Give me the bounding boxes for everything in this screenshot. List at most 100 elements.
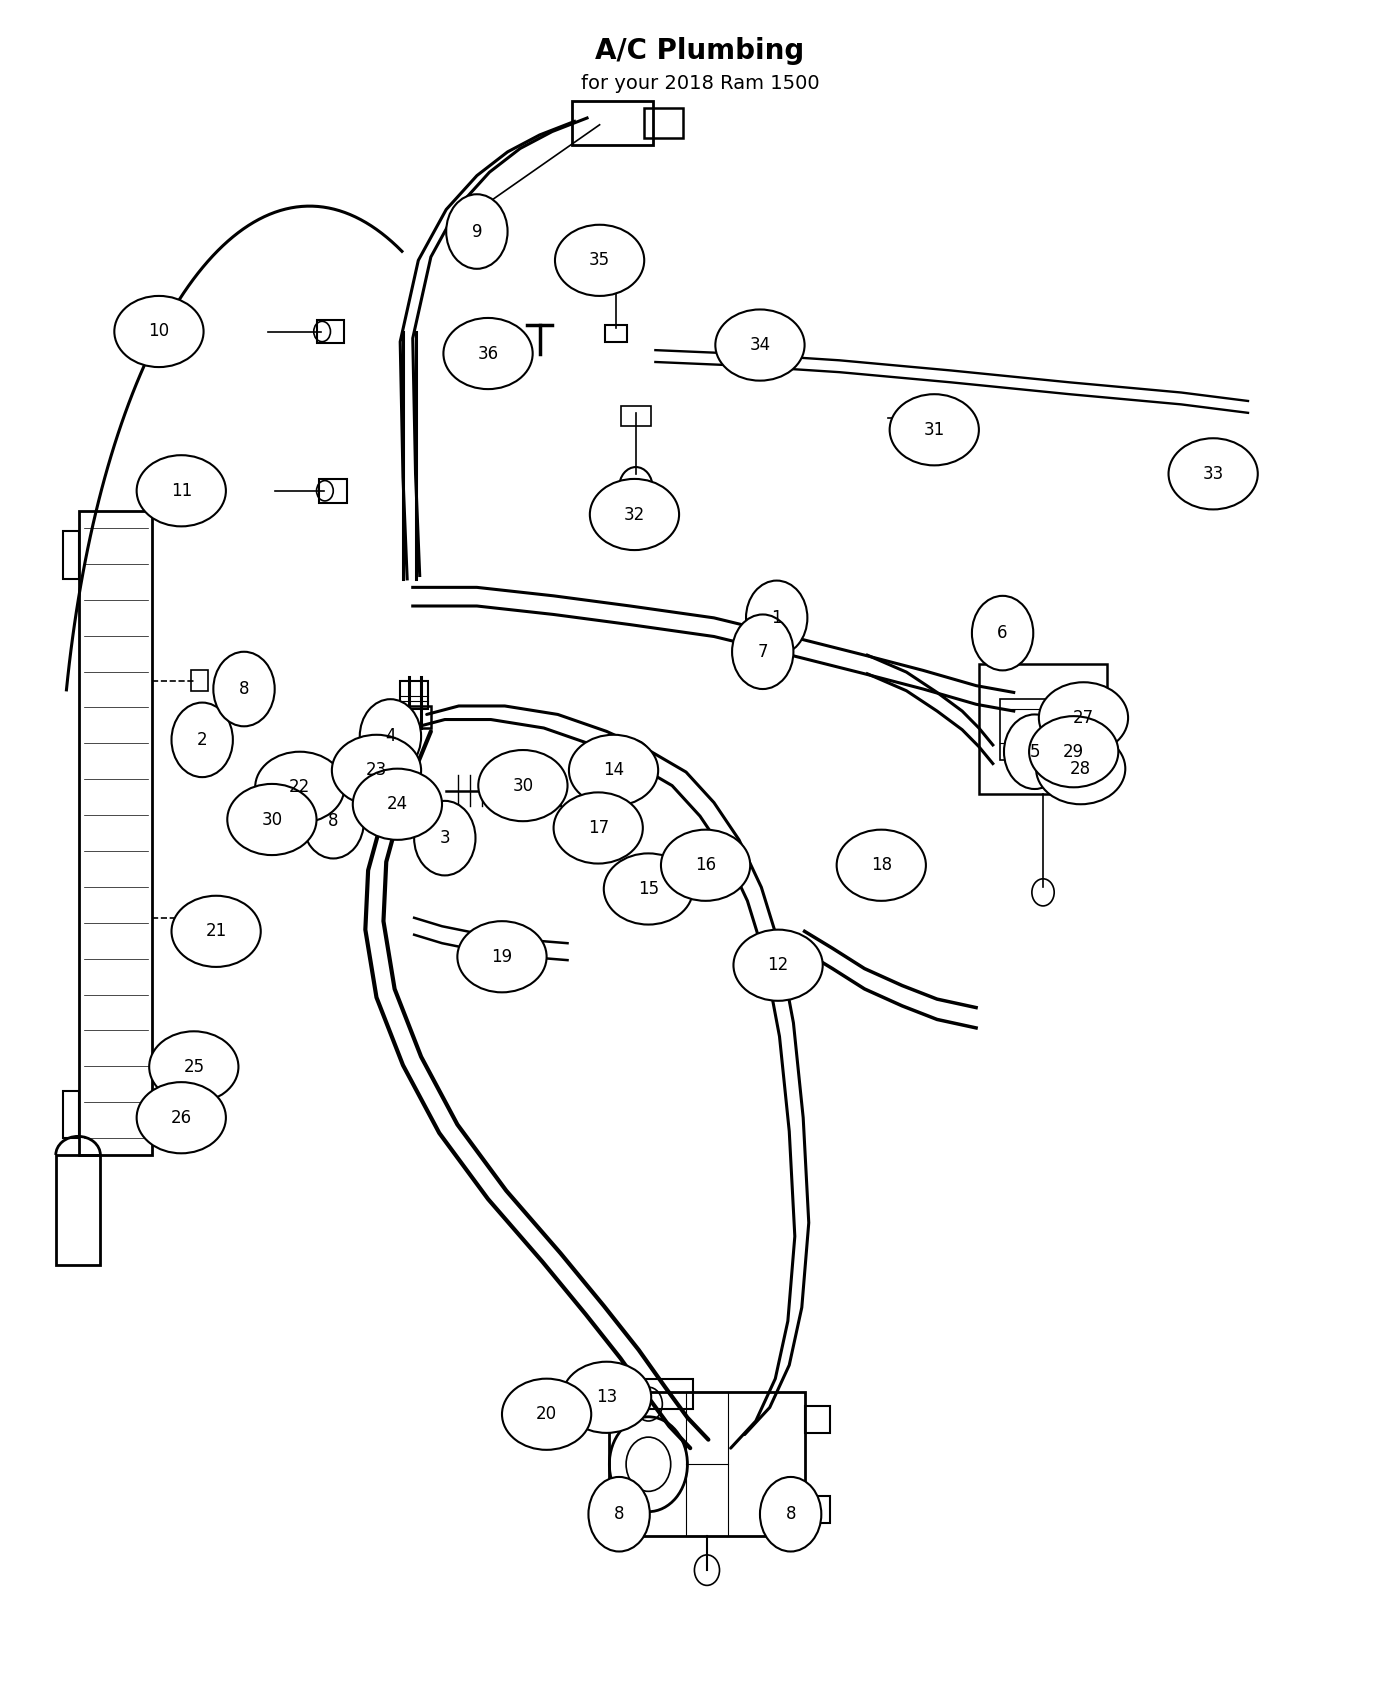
Bar	[805, 1406, 830, 1433]
Ellipse shape	[1039, 682, 1128, 753]
Bar	[644, 107, 683, 138]
Text: 14: 14	[603, 762, 624, 779]
Ellipse shape	[444, 318, 532, 389]
Text: A/C Plumbing: A/C Plumbing	[595, 37, 805, 65]
Text: 8: 8	[239, 680, 249, 699]
Text: 8: 8	[785, 1504, 795, 1523]
Ellipse shape	[137, 1083, 225, 1153]
Text: 10: 10	[148, 323, 169, 340]
Ellipse shape	[553, 792, 643, 864]
Ellipse shape	[554, 224, 644, 296]
Ellipse shape	[661, 830, 750, 901]
Ellipse shape	[760, 1477, 822, 1552]
Bar	[686, 1392, 728, 1537]
Text: 18: 18	[871, 857, 892, 874]
Ellipse shape	[332, 734, 421, 806]
Text: 29: 29	[1063, 743, 1084, 760]
Text: 20: 20	[536, 1406, 557, 1423]
Text: 32: 32	[624, 505, 645, 524]
Bar	[979, 663, 1107, 794]
Bar	[505, 775, 560, 806]
Bar	[56, 1154, 101, 1265]
Ellipse shape	[458, 921, 546, 993]
Bar	[80, 512, 153, 1154]
Text: 24: 24	[386, 796, 407, 813]
Ellipse shape	[115, 296, 203, 367]
Bar	[63, 532, 80, 580]
Text: 27: 27	[1072, 709, 1093, 728]
Ellipse shape	[561, 1362, 651, 1433]
Text: 21: 21	[206, 923, 227, 940]
Ellipse shape	[503, 1379, 591, 1450]
Ellipse shape	[589, 479, 679, 551]
Text: 26: 26	[171, 1108, 192, 1127]
Text: 22: 22	[290, 779, 311, 796]
Text: 31: 31	[924, 422, 945, 439]
Bar	[396, 706, 431, 728]
Ellipse shape	[150, 1032, 238, 1103]
Text: 33: 33	[1203, 464, 1224, 483]
Bar	[316, 320, 344, 343]
Text: 5: 5	[1029, 743, 1040, 760]
Text: 34: 34	[749, 337, 770, 354]
Ellipse shape	[1169, 439, 1257, 510]
Ellipse shape	[1029, 716, 1119, 787]
Text: 6: 6	[997, 624, 1008, 643]
Bar	[591, 814, 630, 842]
Ellipse shape	[972, 595, 1033, 670]
Ellipse shape	[1004, 714, 1065, 789]
Text: 4: 4	[385, 728, 396, 746]
Ellipse shape	[837, 830, 925, 901]
Ellipse shape	[588, 1477, 650, 1552]
Text: 8: 8	[613, 1504, 624, 1523]
Bar	[400, 680, 428, 709]
Text: 35: 35	[589, 252, 610, 269]
Bar	[266, 806, 297, 828]
Bar	[805, 1496, 830, 1523]
Bar	[609, 1392, 805, 1537]
Text: 1: 1	[771, 609, 783, 627]
Bar	[1000, 699, 1056, 760]
Text: 30: 30	[512, 777, 533, 794]
Bar	[319, 479, 347, 503]
Ellipse shape	[302, 784, 364, 858]
Text: 15: 15	[638, 881, 659, 898]
Text: 8: 8	[328, 813, 339, 830]
Text: 17: 17	[588, 819, 609, 836]
Ellipse shape	[255, 751, 344, 823]
Text: for your 2018 Ram 1500: for your 2018 Ram 1500	[581, 73, 819, 94]
Ellipse shape	[353, 768, 442, 840]
Bar	[63, 1091, 80, 1137]
Ellipse shape	[1036, 733, 1126, 804]
Ellipse shape	[715, 309, 805, 381]
Text: 30: 30	[262, 811, 283, 828]
Text: 7: 7	[757, 643, 769, 661]
Bar	[571, 100, 652, 144]
Bar	[535, 1394, 566, 1418]
Text: 23: 23	[365, 762, 388, 779]
Text: 25: 25	[183, 1057, 204, 1076]
Bar	[605, 325, 627, 342]
Ellipse shape	[227, 784, 316, 855]
Bar	[190, 670, 207, 690]
Text: 28: 28	[1070, 760, 1091, 777]
Text: 2: 2	[197, 731, 207, 750]
Text: 19: 19	[491, 949, 512, 966]
Ellipse shape	[568, 734, 658, 806]
Ellipse shape	[603, 853, 693, 925]
Ellipse shape	[889, 394, 979, 466]
Ellipse shape	[479, 750, 567, 821]
Ellipse shape	[734, 930, 823, 1001]
Ellipse shape	[746, 581, 808, 654]
Ellipse shape	[447, 194, 508, 269]
Text: 13: 13	[596, 1389, 617, 1406]
Text: 9: 9	[472, 223, 482, 240]
Text: 36: 36	[477, 345, 498, 362]
Ellipse shape	[137, 456, 225, 527]
Ellipse shape	[732, 614, 794, 688]
Text: 11: 11	[171, 481, 192, 500]
Ellipse shape	[213, 651, 274, 726]
Bar	[620, 406, 651, 427]
Bar	[190, 908, 207, 928]
Ellipse shape	[360, 699, 421, 774]
